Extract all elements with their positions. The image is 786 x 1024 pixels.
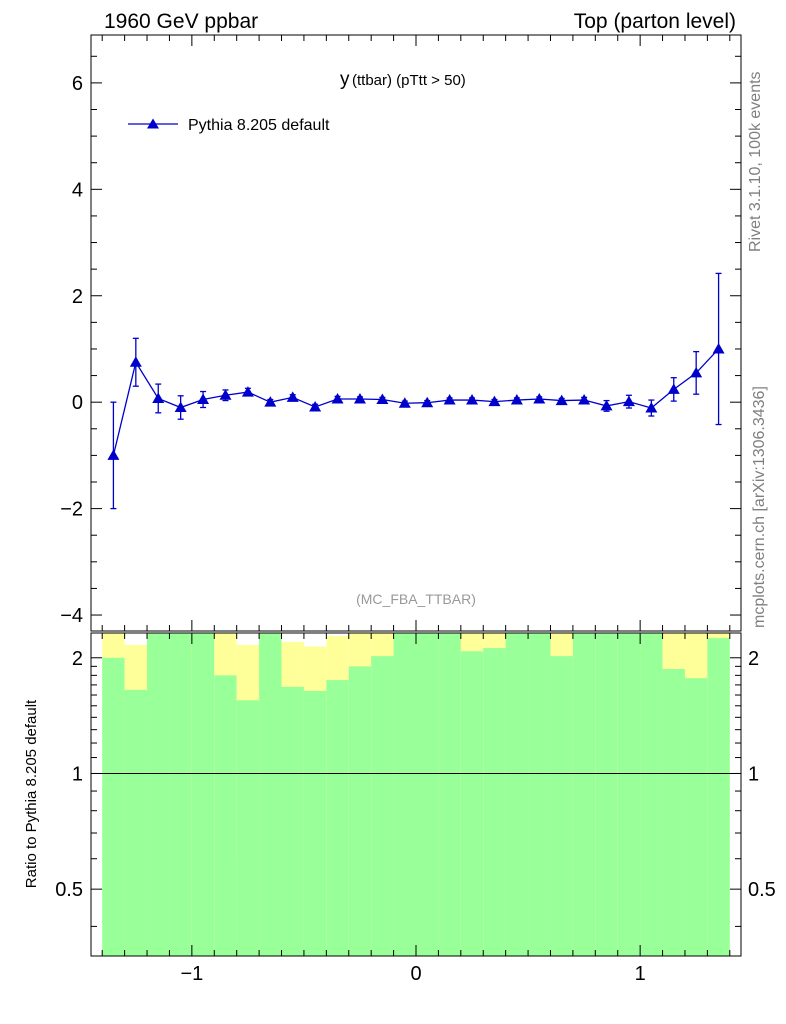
header-right: Top (parton level) xyxy=(574,10,736,33)
band-green xyxy=(483,648,506,956)
legend-label: Pythia 8.205 default xyxy=(188,117,330,134)
data-point xyxy=(443,394,456,405)
plot-title-rest: (ttbar) (pTtt > 50) xyxy=(352,72,466,89)
band-green xyxy=(191,633,215,956)
ratio-y-tick-label-right: 1 xyxy=(748,763,759,785)
ratio-y-tick-label: 1 xyxy=(72,763,83,785)
ratio-ticks xyxy=(91,633,741,956)
series-line xyxy=(112,348,720,456)
data-point xyxy=(533,392,546,404)
ratio-y-tick-label-right: 2 xyxy=(748,648,759,670)
data-point xyxy=(286,391,299,402)
main-y-tick-label: 2 xyxy=(72,286,83,308)
data-point xyxy=(174,401,187,412)
ratio-y-tick-label: 0.5 xyxy=(55,879,83,901)
data-point xyxy=(466,394,479,405)
band-green xyxy=(550,656,573,956)
data-point xyxy=(510,394,523,405)
rivet-version-label: Rivet 3.1.10, 100k events xyxy=(747,71,764,252)
band-green xyxy=(348,666,372,956)
main-panel: −4 −2 0 2 4 6 y (ttbar) (pTtt > 50) (MC_FBA_T… xyxy=(60,34,742,632)
band-green xyxy=(326,680,349,956)
data-point xyxy=(376,393,389,405)
header-left: 1960 GeV ppbar xyxy=(104,10,258,33)
data-point xyxy=(152,392,165,403)
ratio-y-tick-label: 2 xyxy=(72,648,83,670)
data-point xyxy=(129,356,142,367)
data-point xyxy=(264,396,277,407)
data-point xyxy=(197,393,210,405)
band-green xyxy=(572,633,596,956)
band-green xyxy=(281,686,304,956)
band-green xyxy=(438,633,461,956)
main-y-tick-label: 4 xyxy=(72,179,83,201)
data-point xyxy=(555,394,568,406)
data-point xyxy=(667,383,680,394)
data-point xyxy=(421,396,434,408)
band-green xyxy=(259,633,282,956)
band-green xyxy=(236,700,260,956)
series-pythia xyxy=(107,272,725,510)
legend-marker xyxy=(147,118,159,129)
band-green xyxy=(595,633,618,956)
data-point xyxy=(578,394,591,405)
data-point xyxy=(331,392,344,404)
data-point xyxy=(398,397,411,408)
band-green xyxy=(617,633,641,956)
data-point xyxy=(645,402,658,413)
x-tick-label: 1 xyxy=(635,963,646,985)
main-y-tick-label: 6 xyxy=(72,73,83,95)
data-point xyxy=(107,449,120,460)
data-point xyxy=(309,400,322,412)
mcplots-label: mcplots.cern.ch [arXiv:1306.3436] xyxy=(751,386,768,628)
band-green xyxy=(371,656,394,956)
band-green xyxy=(147,633,170,956)
main-y-tick-labels: −4 −2 0 2 4 6 xyxy=(60,73,83,627)
data-point xyxy=(241,386,254,397)
band-green xyxy=(393,633,416,956)
band-green xyxy=(505,633,529,956)
band-green xyxy=(460,651,484,956)
band-green xyxy=(662,668,685,956)
ratio-bands xyxy=(102,633,730,956)
band-green xyxy=(169,633,192,956)
ratio-y-axis-label: Ratio to Pythia 8.205 default xyxy=(23,699,40,888)
x-tick-labels: −1 0 1 xyxy=(180,963,645,985)
data-point xyxy=(488,395,501,407)
band-green xyxy=(684,678,708,956)
ratio-y-tick-label-right: 0.5 xyxy=(748,879,776,901)
ratio-panel: 0.5 0.5 1 1 2 2 −1 0 1 Ratio to Pythia 8.205 de… xyxy=(23,632,776,985)
band-green xyxy=(102,657,125,956)
main-y-tick-label: −2 xyxy=(60,499,83,521)
ratio-y-tick-labels: 0.5 0.5 1 1 2 2 xyxy=(55,648,776,901)
plot-title-main: y xyxy=(340,69,350,90)
data-point xyxy=(712,342,725,354)
data-point xyxy=(622,395,635,407)
legend: Pythia 8.205 default xyxy=(128,117,330,134)
data-point xyxy=(600,399,613,411)
x-tick-label: −1 xyxy=(180,963,203,985)
data-point xyxy=(353,392,366,404)
main-y-tick-label: 0 xyxy=(72,392,83,414)
band-green xyxy=(707,638,730,956)
band-green xyxy=(303,690,327,956)
data-point xyxy=(690,366,703,378)
band-green xyxy=(528,633,551,956)
x-tick-label: 0 xyxy=(410,963,421,985)
band-green xyxy=(124,689,148,956)
main-ticks xyxy=(91,35,741,631)
band-green xyxy=(640,633,663,956)
band-green xyxy=(214,675,237,956)
main-y-tick-label: −4 xyxy=(60,605,83,627)
data-point xyxy=(219,389,232,400)
analysis-watermark: (MC_FBA_TTBAR) xyxy=(356,591,476,607)
band-green xyxy=(416,633,439,956)
